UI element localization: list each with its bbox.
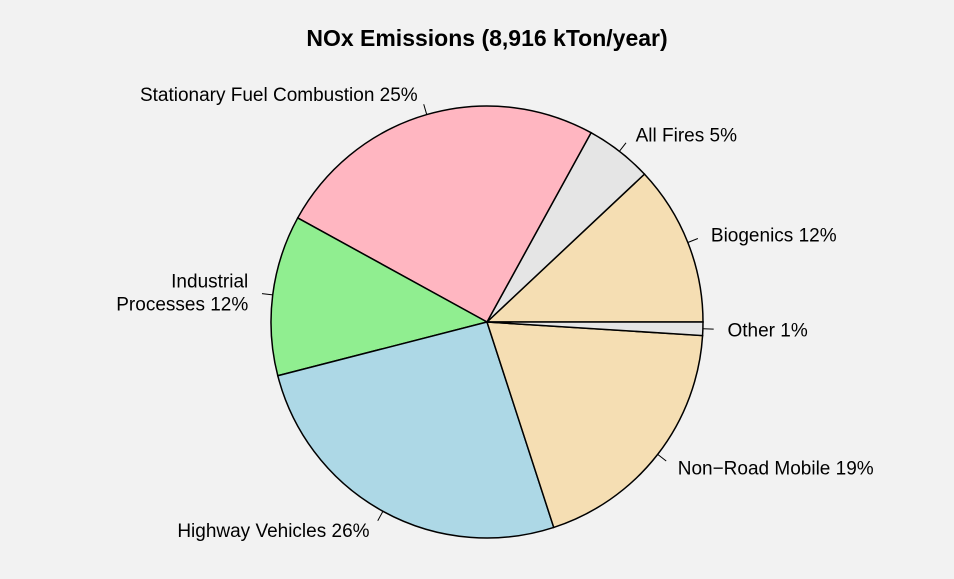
- slice-label: Highway Vehicles 26%: [177, 521, 369, 542]
- slice-label: All Fires 5%: [636, 125, 737, 146]
- slice-label: Stationary Fuel Combustion 25%: [140, 85, 418, 106]
- label-tick: [261, 293, 273, 296]
- pie-slice: [270, 216, 490, 377]
- label-tick: [618, 142, 627, 152]
- slice-label: Non−Road Mobile 19%: [678, 459, 874, 480]
- label-tick: [377, 511, 384, 521]
- pie-slice: [485, 173, 704, 323]
- pie-slice: [276, 321, 555, 539]
- slice-label: Other 1%: [727, 320, 807, 341]
- label-tick: [687, 238, 699, 243]
- chart-title: NOx Emissions (8,916 kTon/year): [306, 25, 667, 51]
- slice-label: Biogenics 12%: [711, 226, 837, 247]
- pie-slice: [296, 105, 593, 324]
- label-tick: [423, 104, 428, 115]
- slice-label: Industrial Processes 12%: [116, 272, 248, 316]
- label-tick: [657, 453, 667, 462]
